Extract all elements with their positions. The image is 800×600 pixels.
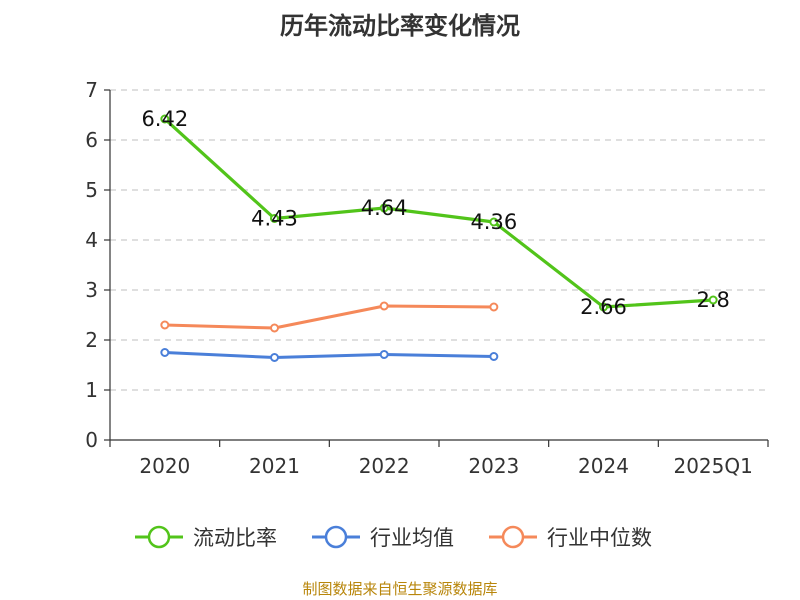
data-labels: 6.42 4.43 4.64 4.36 2.66 2.8 (141, 107, 729, 319)
series-line (164, 304, 494, 330)
legend-label: 行业中位数 (547, 526, 652, 550)
legend: 流动比率 行业均值 行业中位数 (0, 520, 800, 554)
x-tick-label: 2023 (468, 454, 519, 478)
y-tick-label: 4 (85, 228, 98, 252)
x-tick-label: 2025Q1 (673, 454, 752, 478)
x-tick-label: 2024 (578, 454, 629, 478)
data-point (489, 352, 499, 361)
legend-marker-icon (489, 525, 537, 549)
legend-item[interactable]: 行业均值 (310, 520, 454, 554)
data-label: 4.64 (361, 196, 408, 220)
axes: 0 1 2 3 4 5 6 7 2020 2021 2022 2023 2024 2025Q1 (85, 78, 769, 478)
x-tick-label: 2020 (139, 454, 190, 478)
data-label: 2.8 (696, 288, 729, 312)
x-tick-label: 2021 (249, 454, 300, 478)
legend-item[interactable]: 行业中位数 (487, 520, 652, 554)
data-point (160, 320, 170, 330)
x-tick-label: 2022 (359, 454, 410, 478)
data-point (489, 217, 499, 227)
y-tick-label: 6 (85, 128, 98, 152)
data-point (379, 301, 389, 311)
series-line (164, 351, 494, 359)
data-point (160, 348, 170, 357)
data-point (270, 323, 279, 333)
data-point (160, 114, 170, 124)
data-point (379, 203, 389, 213)
data-point (270, 353, 279, 362)
y-tick-label: 5 (85, 178, 98, 202)
data-point (708, 295, 718, 305)
legend-label: 流动比率 (193, 526, 277, 550)
data-label: 4.36 (470, 210, 517, 234)
data-point (599, 302, 608, 312)
y-tick-label: 7 (85, 78, 98, 102)
data-label: 4.43 (251, 207, 298, 231)
data-label: 6.42 (141, 107, 188, 131)
y-tick-label: 0 (85, 428, 98, 452)
legend-marker-icon (312, 525, 360, 549)
y-tick-label: 1 (85, 378, 98, 402)
legend-marker-icon (135, 525, 183, 549)
series-line (163, 117, 714, 309)
source-note: 制图数据来自恒生聚源数据库 (302, 580, 498, 598)
series-lines (160, 114, 718, 362)
legend-item[interactable]: 流动比率 (133, 520, 277, 554)
legend-label: 行业均值 (370, 526, 454, 550)
data-point (489, 302, 499, 312)
chart-title: 历年流动比率变化情况 (280, 12, 520, 40)
data-point (379, 350, 389, 359)
grid-lines (110, 89, 768, 391)
data-label: 2.66 (580, 295, 627, 319)
y-tick-label: 2 (85, 328, 98, 352)
y-tick-label: 3 (85, 278, 98, 302)
data-point (270, 214, 279, 223)
